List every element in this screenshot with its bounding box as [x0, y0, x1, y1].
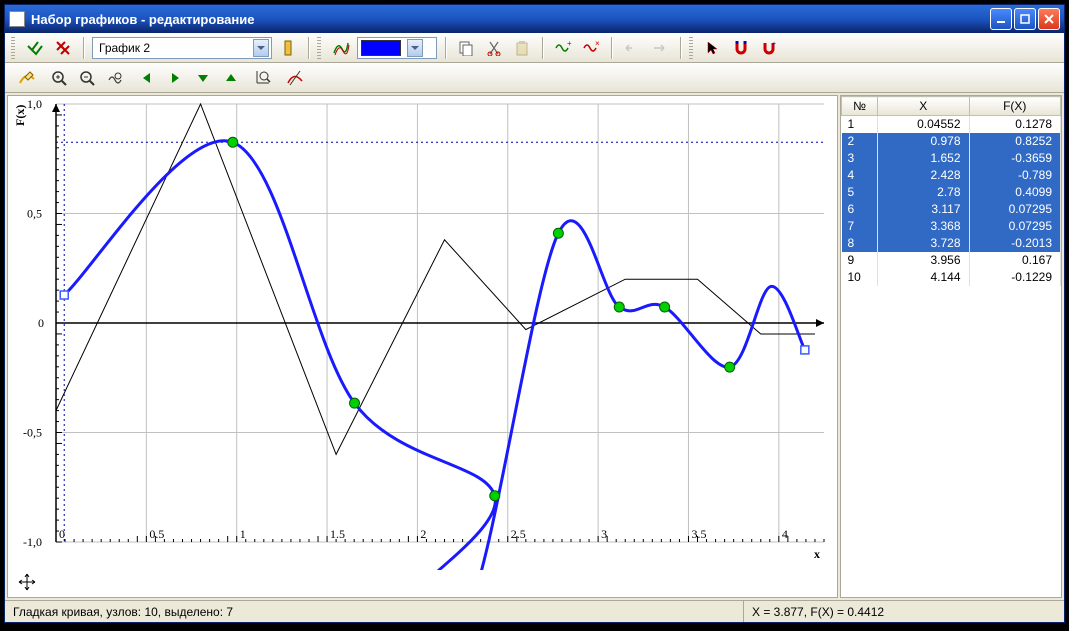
graph-select-combo[interactable]: График 2 [92, 37, 272, 59]
app-window: Набор графиков - редактирование График 2 [4, 4, 1065, 623]
cursor-tool-button[interactable] [701, 36, 725, 60]
zoom-in-button[interactable] [47, 66, 71, 90]
toolbar-main: График 2 + × [5, 33, 1064, 63]
content-area: 0 0.5 1 1.5 2 2.5 3 3.5 4 -1,0 -0,5 0 0,5 1,0 x F(x) № … [5, 93, 1064, 600]
svg-text:0: 0 [38, 316, 44, 330]
svg-text:+: + [772, 41, 776, 48]
statusbar: Гладкая кривая, узлов: 10, выделено: 7 X… [5, 600, 1064, 622]
svg-text:+: + [567, 39, 572, 48]
nav-right-button[interactable] [648, 36, 672, 60]
cut-button[interactable] [482, 36, 506, 60]
curve-tool-button[interactable] [329, 36, 353, 60]
wave-add-button[interactable]: + [551, 36, 575, 60]
paste-button[interactable] [510, 36, 534, 60]
axis-settings-button[interactable] [251, 66, 275, 90]
color-swatch [361, 40, 401, 56]
svg-text:3: 3 [601, 527, 607, 541]
data-table[interactable]: № X F(X) 10.045520.127820.9780.825231.65… [841, 96, 1061, 286]
titlebar: Набор графиков - редактирование [5, 5, 1064, 33]
svg-text:-0,5: -0,5 [23, 426, 42, 440]
magnet-tool-button[interactable] [729, 36, 753, 60]
table-row[interactable]: 10.045520.1278 [842, 116, 1061, 133]
edit-curve-button[interactable] [15, 66, 39, 90]
svg-text:0.5: 0.5 [149, 527, 164, 541]
svg-text:2.5: 2.5 [511, 527, 526, 541]
table-row[interactable]: 63.1170.07295 [842, 201, 1061, 218]
arrow-down-button[interactable] [191, 66, 215, 90]
arrow-up-button[interactable] [219, 66, 243, 90]
close-button[interactable] [1038, 8, 1060, 30]
col-header-fx[interactable]: F(X) [969, 97, 1061, 116]
zoom-out-button[interactable] [75, 66, 99, 90]
maximize-button[interactable] [1014, 8, 1036, 30]
svg-text:3.5: 3.5 [691, 527, 706, 541]
table-row[interactable]: 52.780.4099 [842, 184, 1061, 201]
col-header-x[interactable]: X [878, 97, 970, 116]
snap-tool-button[interactable]: + [757, 36, 781, 60]
svg-text:x: x [814, 547, 820, 561]
app-icon [9, 11, 25, 27]
svg-text:0: 0 [59, 527, 65, 541]
table-row[interactable]: 104.144-0.1229 [842, 269, 1061, 286]
window-title: Набор графиков - редактирование [31, 12, 254, 27]
chevron-down-icon [407, 39, 423, 57]
table-row[interactable]: 31.652-0.3659 [842, 150, 1061, 167]
svg-text:F(x): F(x) [13, 105, 27, 126]
arrow-left-button[interactable] [135, 66, 159, 90]
status-coord: X = 3.877, F(X) = 0.4412 [744, 601, 1064, 622]
svg-text:2: 2 [420, 527, 426, 541]
chevron-down-icon [253, 39, 269, 57]
table-row[interactable]: 83.728-0.2013 [842, 235, 1061, 252]
svg-text:0,5: 0,5 [27, 207, 42, 221]
col-header-idx[interactable]: № [842, 97, 878, 116]
status-info: Гладкая кривая, узлов: 10, выделено: 7 [5, 601, 744, 622]
chart-panel[interactable]: 0 0.5 1 1.5 2 2.5 3 3.5 4 -1,0 -0,5 0 0,5 1,0 x F(x) [7, 95, 838, 598]
derivative-button[interactable] [283, 66, 307, 90]
svg-text:×: × [595, 39, 600, 48]
svg-text:1: 1 [240, 527, 246, 541]
accept-all-button[interactable] [23, 36, 47, 60]
svg-text:1.5: 1.5 [330, 527, 345, 541]
move-cursor-icon[interactable] [18, 573, 36, 591]
data-panel: № X F(X) 10.045520.127820.9780.825231.65… [840, 95, 1062, 598]
wave-remove-button[interactable]: × [579, 36, 603, 60]
toolbar-grip[interactable] [11, 37, 15, 59]
copy-button[interactable] [454, 36, 478, 60]
svg-text:-1,0: -1,0 [23, 535, 42, 549]
svg-text:1,0: 1,0 [27, 97, 42, 111]
zoom-fit-button[interactable] [103, 66, 127, 90]
toolbar-grip-2[interactable] [317, 37, 321, 59]
toolbar-view [5, 63, 1064, 93]
toolbar-grip-3[interactable] [689, 37, 693, 59]
table-row[interactable]: 42.428-0.789 [842, 167, 1061, 184]
chart-canvas: 0 0.5 1 1.5 2 2.5 3 3.5 4 -1,0 -0,5 0 0,5 1,0 x F(x) [8, 96, 834, 570]
table-row[interactable]: 93.9560.167 [842, 252, 1061, 269]
color-combo[interactable] [357, 37, 437, 59]
graph-select-value: График 2 [99, 41, 150, 55]
arrow-right-button[interactable] [163, 66, 187, 90]
nav-left-button[interactable] [620, 36, 644, 60]
column-tool-button[interactable] [276, 36, 300, 60]
minimize-button[interactable] [990, 8, 1012, 30]
table-row[interactable]: 20.9780.8252 [842, 133, 1061, 150]
table-row[interactable]: 73.3680.07295 [842, 218, 1061, 235]
svg-text:4: 4 [782, 527, 788, 541]
reject-all-button[interactable] [51, 36, 75, 60]
